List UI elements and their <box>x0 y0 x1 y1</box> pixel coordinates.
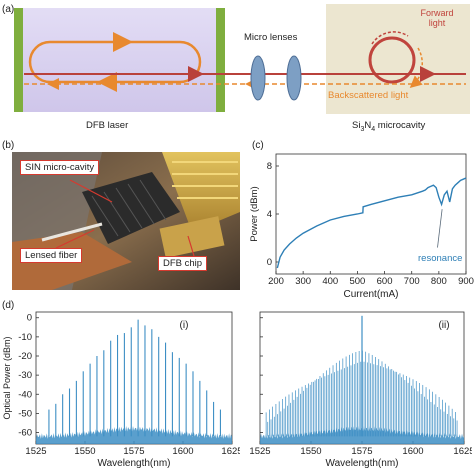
panel-b-label: (b) <box>2 140 15 151</box>
x-tick-label: 1550 <box>300 446 321 457</box>
y-tick-label: 0 <box>27 313 32 324</box>
y-tick-label: 8 <box>267 161 272 172</box>
x-tick-label: 300 <box>295 276 311 287</box>
forward-arc <box>371 31 409 45</box>
y-tick-label: -50 <box>18 408 32 419</box>
y-axis-label: Power (dBm) <box>249 186 260 241</box>
x-tick-label: 1550 <box>74 446 95 457</box>
power-curve <box>276 177 467 269</box>
x-axis-label: Current(mA) <box>343 289 398 300</box>
y-tick-label: -20 <box>18 351 32 362</box>
chart-c: 200 300 400 500 600 700 800 900 0 4 8(c) Current(mA… <box>249 140 474 300</box>
resonance-pointer <box>437 209 443 248</box>
microcavity-suffix: microcavity <box>375 120 426 131</box>
microcavity-label: Si3N4 microcavity <box>352 120 425 133</box>
y-tick-label: 4 <box>267 209 272 220</box>
resonance-annotation: resonance <box>418 253 462 264</box>
lensed-fiber <box>41 222 103 242</box>
microcavity-box <box>326 4 470 114</box>
x-tick-label: 1600 <box>172 446 193 457</box>
panel-a-label: (a) <box>2 4 15 15</box>
x-tick-label: 1625 <box>453 446 472 457</box>
pointer-line <box>187 235 195 257</box>
x-tick-label: 1575 <box>123 446 144 457</box>
laser-mirror-right <box>216 8 225 112</box>
dfb-laser-label: DFB laser <box>86 120 129 131</box>
micro-lens-1 <box>250 55 266 101</box>
x-tick-label: 1525 <box>249 446 270 457</box>
panel-d-label: (d) <box>2 300 15 311</box>
dfb-chip-label: DFB chip <box>158 256 208 271</box>
chip-grid <box>91 179 167 237</box>
gold-contacts <box>162 152 240 232</box>
pointer-line <box>55 229 95 249</box>
y-tick-label: -10 <box>18 332 32 343</box>
x-tick-label: 500 <box>349 276 365 287</box>
x-axis-label: Wavelength(nm) <box>98 458 171 469</box>
x-axis-label: Wavelength(nm) <box>326 458 399 469</box>
x-tick-label: 900 <box>458 276 474 287</box>
sin-chip <box>82 172 180 244</box>
noise-floor <box>36 426 232 444</box>
dfb-laser-body <box>20 8 220 112</box>
chart-i-label: (i) <box>180 320 189 331</box>
microcavity-prefix: Si <box>352 120 361 131</box>
x-tick-label: 1625 <box>221 446 240 457</box>
x-tick-label: 1575 <box>351 446 372 457</box>
dfb-chip-mount <box>159 216 225 258</box>
x-tick-label: 800 <box>431 276 447 287</box>
panel-a-diagram <box>14 4 470 114</box>
chart-c-label: (c) <box>252 140 264 151</box>
y-tick-label: 0 <box>267 257 272 268</box>
y-tick-label: -60 <box>18 428 32 439</box>
x-tick-label: 1600 <box>402 446 423 457</box>
plot-frame <box>35 311 233 445</box>
x-tick-label: 700 <box>404 276 420 287</box>
chart-ii: 1525 1550 1575 1600 1625 (ii) Wavelength(nm) <box>249 311 472 469</box>
chart-ii-label: (ii) <box>438 320 449 331</box>
backscattered-light-label: Backscattered light <box>328 90 409 101</box>
micro-lens-2 <box>286 55 302 101</box>
pointer-line <box>69 179 113 203</box>
microcavity-sub2: 4 <box>371 125 376 133</box>
lensed-fiber-label: Lensed fiber <box>20 248 83 263</box>
sin-cavity-label: SIN micro-cavity <box>20 160 100 175</box>
microcavity-sub1: 3 <box>360 125 365 133</box>
laser-mirror-left <box>14 8 23 112</box>
x-tick-label: 400 <box>322 276 338 287</box>
x-tick-label: 600 <box>377 276 393 287</box>
y-tick-label: -30 <box>18 370 32 381</box>
setup-photo-drawing <box>12 152 240 290</box>
setup-photo: SIN micro-cavity Lensed fiber DFB chip <box>12 152 240 290</box>
microcavity-mid: N <box>364 120 372 131</box>
gold-traces <box>172 161 238 199</box>
chart-i: 1525 1550 1575 1600 1625 0 -10 -20 -30 -40 -50 -60 (… <box>2 311 240 469</box>
x-tick-label: 200 <box>268 276 284 287</box>
forward-light-label: Forward light <box>420 8 454 28</box>
ring-resonator <box>368 36 416 84</box>
laser-cavity-loop <box>28 40 202 84</box>
y-axis-label: Optical Power (dBm) <box>2 336 12 419</box>
x-tick-label: 1525 <box>25 446 46 457</box>
micro-lenses-label: Micro lenses <box>244 32 298 43</box>
y-tick-label: -40 <box>18 389 32 400</box>
